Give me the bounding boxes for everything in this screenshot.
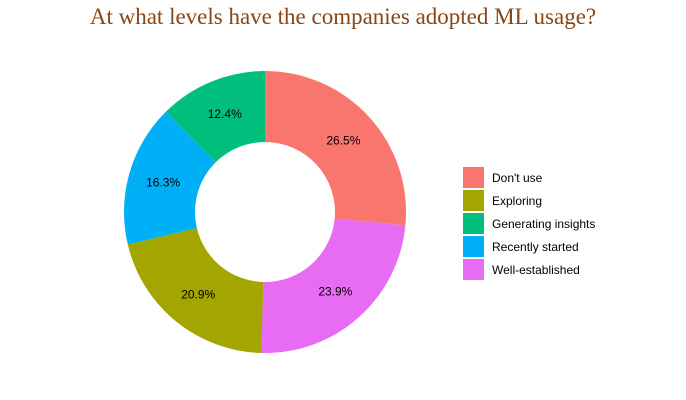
legend-key-generating-insights bbox=[463, 213, 484, 234]
slice-don-t-use bbox=[265, 71, 406, 226]
slice-generating-insights bbox=[165, 71, 265, 163]
legend-key-well-established bbox=[463, 259, 484, 280]
slice-label-exploring: 20.9% bbox=[181, 287, 215, 301]
legend-item-recently-started: Recently started bbox=[463, 235, 663, 258]
slice-exploring bbox=[127, 228, 264, 353]
legend-key-exploring bbox=[463, 190, 484, 211]
legend-item-generating-insights: Generating insights bbox=[463, 212, 663, 235]
slice-labels: 26.5% 23.9% 20.9% 16.3% 12.4% bbox=[146, 107, 361, 301]
slice-label-generating-insights: 12.4% bbox=[208, 107, 242, 121]
legend-label-generating-insights: Generating insights bbox=[492, 216, 596, 231]
legend-item-exploring: Exploring bbox=[463, 189, 663, 212]
legend-key-recently-started bbox=[463, 236, 484, 257]
legend-key-dont-use bbox=[463, 167, 484, 188]
slice-well-established bbox=[261, 218, 406, 353]
donut-slices bbox=[124, 71, 406, 353]
slice-label-don-t-use: 26.5% bbox=[326, 134, 360, 148]
slice-label-recently-started: 16.3% bbox=[146, 176, 180, 190]
legend-label-recently-started: Recently started bbox=[492, 239, 579, 254]
legend-label-exploring: Exploring bbox=[492, 193, 543, 208]
slice-label-well-established: 23.9% bbox=[318, 284, 352, 298]
legend-item-well-established: Well-established bbox=[463, 258, 663, 281]
chart-title: At what levels have the companies adopte… bbox=[89, 4, 597, 29]
legend-label-dont-use: Don't use bbox=[492, 170, 543, 185]
legend: Don't use Exploring Generating insights … bbox=[463, 166, 663, 281]
legend-label-well-established: Well-established bbox=[492, 262, 580, 277]
slice-recently-started bbox=[124, 111, 216, 245]
legend-item-dont-use: Don't use bbox=[463, 166, 663, 189]
